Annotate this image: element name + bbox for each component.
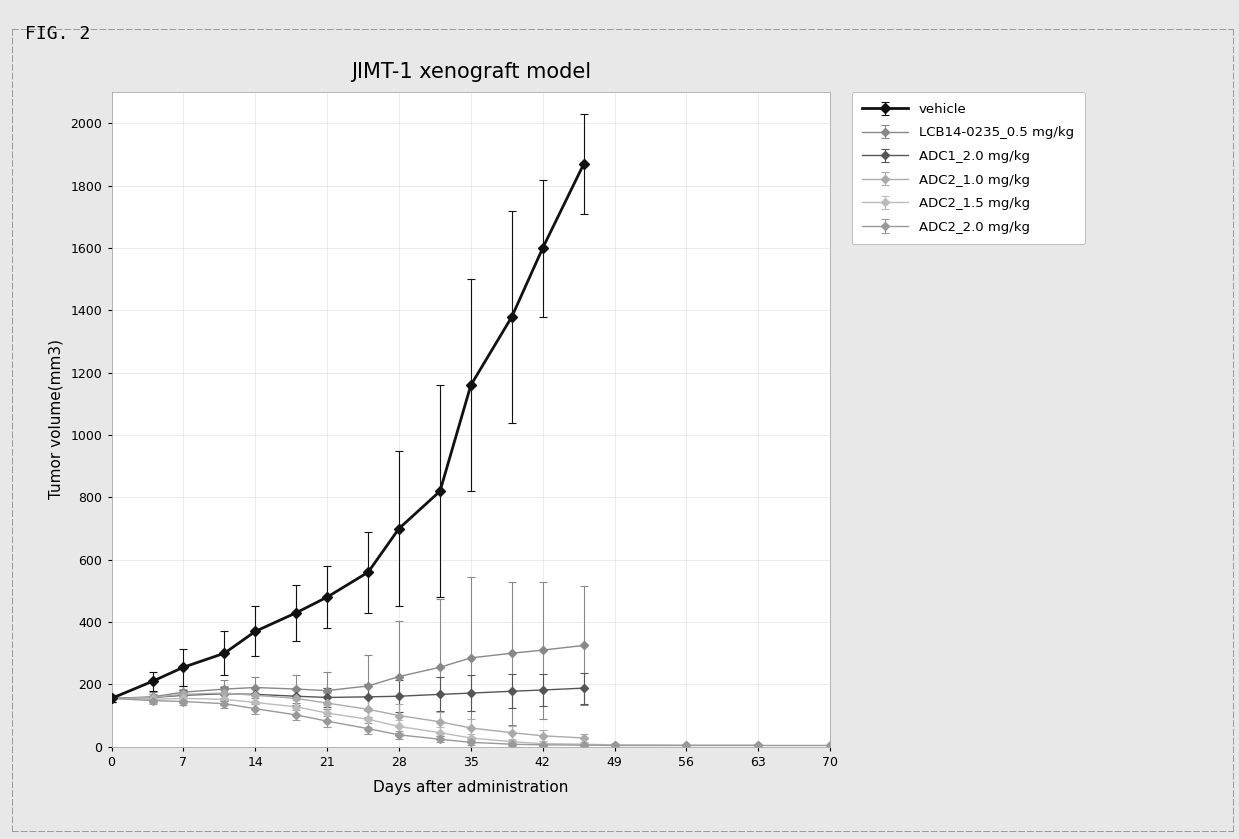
X-axis label: Days after administration: Days after administration bbox=[373, 779, 569, 795]
Title: JIMT-1 xenograft model: JIMT-1 xenograft model bbox=[351, 62, 591, 82]
Legend: vehicle, LCB14-0235_0.5 mg/kg, ADC1_2.0 mg/kg, ADC2_1.0 mg/kg, ADC2_1.5 mg/kg, A: vehicle, LCB14-0235_0.5 mg/kg, ADC1_2.0 … bbox=[851, 92, 1084, 244]
Text: FIG. 2: FIG. 2 bbox=[25, 25, 90, 43]
Y-axis label: Tumor volume(mm3): Tumor volume(mm3) bbox=[48, 340, 63, 499]
